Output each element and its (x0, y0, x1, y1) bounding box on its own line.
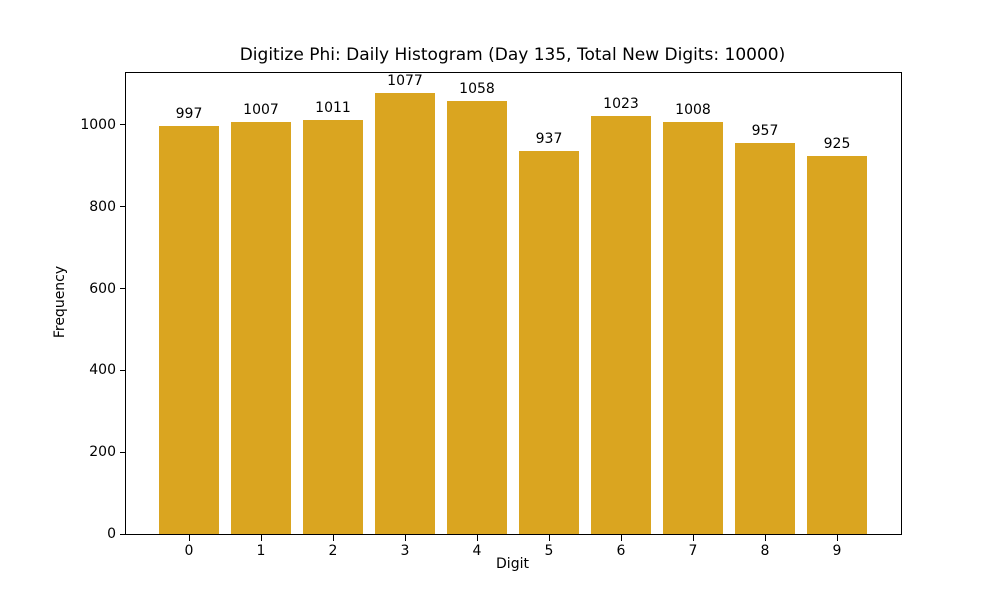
x-tick-mark (404, 535, 406, 541)
bar-value-label: 1007 (243, 102, 279, 119)
x-tick-mark (620, 535, 622, 541)
x-tick-label: 3 (400, 543, 410, 559)
y-axis-label: Frequency (52, 265, 68, 339)
bar-value-label: 1058 (459, 81, 495, 98)
x-tick-mark (692, 535, 694, 541)
x-tick-mark (260, 535, 262, 541)
plot-area: 0 200 400 600 800 1000 997 0 1007 1 1011 2 1077 3 1058… (80, 72, 902, 559)
bar-digit-4 (447, 101, 507, 534)
bar-digit-8 (735, 142, 795, 534)
bar-value-label: 937 (535, 130, 563, 147)
bar-digit-5 (519, 150, 579, 534)
x-tick-mark (548, 535, 550, 541)
bar-value-label: 925 (823, 135, 851, 152)
bar-value-label: 1008 (675, 101, 711, 118)
bar-value-label: 1023 (603, 95, 639, 112)
y-tick-label: 800 (89, 198, 116, 215)
bar-digit-3 (375, 93, 435, 534)
y-tick-mark (120, 206, 126, 208)
x-axis-label: Digit (496, 556, 529, 572)
bar-digit-0 (159, 126, 219, 534)
y-tick-mark (120, 124, 126, 126)
x-tick-label: 0 (184, 543, 194, 559)
chart-title: Digitize Phi: Daily Histogram (Day 135, … (239, 45, 786, 65)
x-tick-mark (188, 535, 190, 541)
y-tick-mark (120, 533, 126, 535)
x-tick-label: 8 (760, 543, 770, 559)
y-tick-label: 600 (89, 280, 116, 297)
bar-digit-1 (231, 122, 291, 534)
x-tick-mark (764, 535, 766, 541)
y-tick-label: 1000 (80, 116, 116, 133)
bar-digit-6 (591, 115, 651, 534)
bar-value-label: 997 (175, 106, 203, 123)
bar-value-label: 957 (751, 122, 779, 139)
x-tick-label: 5 (544, 543, 554, 559)
x-tick-label: 7 (688, 543, 698, 559)
bar-value-label: 1077 (387, 73, 423, 90)
bar-digit-2 (303, 120, 363, 534)
x-tick-label: 1 (256, 543, 266, 559)
x-tick-label: 6 (616, 543, 626, 559)
y-tick-label: 400 (89, 362, 116, 379)
y-tick-label: 200 (89, 444, 116, 461)
bar-digit-9 (807, 155, 867, 534)
x-tick-label: 9 (832, 543, 842, 559)
x-tick-label: 4 (472, 543, 482, 559)
x-tick-mark (836, 535, 838, 541)
x-tick-mark (476, 535, 478, 541)
y-tick-mark (120, 369, 126, 371)
bar-value-label: 1011 (315, 100, 351, 117)
x-tick-label: 2 (328, 543, 338, 559)
x-tick-mark (332, 535, 334, 541)
y-tick-label: 0 (107, 526, 116, 542)
y-tick-mark (120, 451, 126, 453)
bar-digit-7 (663, 121, 723, 534)
y-tick-mark (120, 288, 126, 290)
